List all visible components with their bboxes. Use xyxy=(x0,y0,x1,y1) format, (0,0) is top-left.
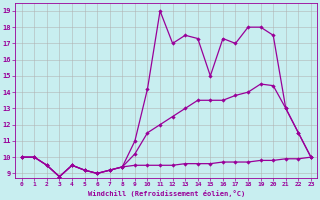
X-axis label: Windchill (Refroidissement éolien,°C): Windchill (Refroidissement éolien,°C) xyxy=(88,190,245,197)
